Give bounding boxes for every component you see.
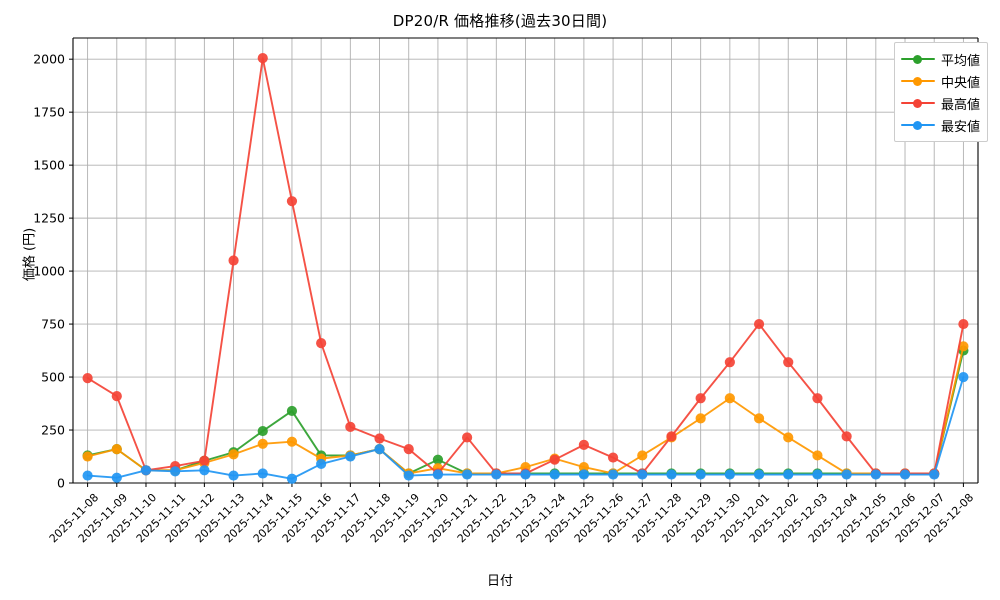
legend-marker-icon [900, 52, 935, 66]
y-tick-label: 750 [41, 316, 65, 332]
legend-label: 最安値 [940, 119, 980, 135]
legend-label: 平均値 [940, 53, 980, 69]
x-axis-label: 日付 [486, 574, 513, 589]
legend-marker-icon [900, 96, 935, 110]
legend-marker-icon [900, 74, 935, 88]
y-tick-label: 1250 [33, 210, 65, 226]
y-tick-label: 1500 [33, 157, 65, 173]
axis-ticks [69, 58, 964, 487]
y-tick-label: 1000 [33, 263, 65, 279]
y-tick-label: 1750 [33, 104, 65, 120]
legend-item-3[interactable]: 最高値 [900, 92, 980, 114]
y-tick-label: 500 [41, 369, 65, 385]
legend-marker-icon [900, 118, 935, 132]
legend-item-4[interactable]: 最安値 [900, 114, 980, 136]
legend-label: 中央値 [940, 75, 980, 91]
y-tick-label: 250 [41, 422, 65, 438]
chart-title: DP20/R 価格推移(過去30日間) [392, 12, 608, 30]
legend-label: 最高値 [940, 97, 980, 113]
y-tick-label: 2000 [33, 51, 65, 67]
grid-lines [73, 38, 978, 484]
chart-legend: 平均値中央値最高値最安値 [893, 42, 988, 142]
y-tick-label: 0 [57, 475, 65, 491]
series-4 [82, 371, 969, 484]
legend-item-2[interactable]: 中央値 [900, 70, 980, 92]
legend-item-1[interactable]: 平均値 [900, 48, 980, 70]
